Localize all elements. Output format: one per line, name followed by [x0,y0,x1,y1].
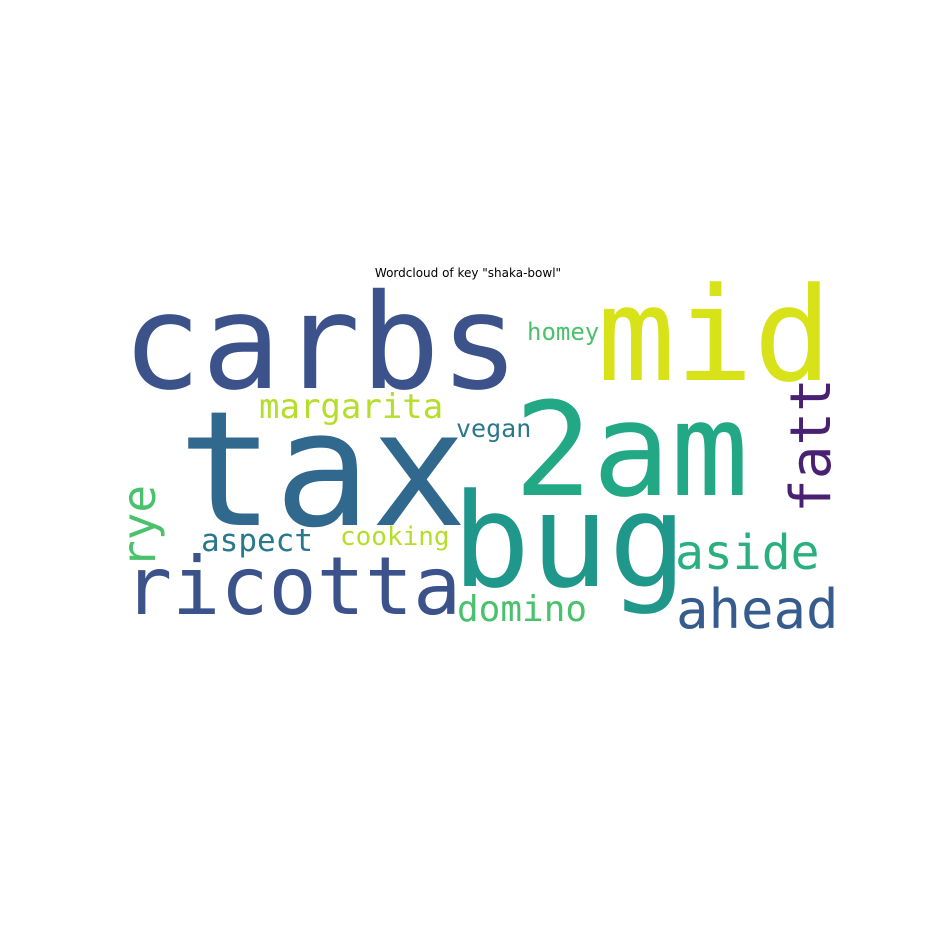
word-vegan: vegan [456,414,531,443]
word-margarita: margarita [259,387,443,427]
word-ricotta: ricotta [124,540,461,633]
word-homey: homey [527,318,599,346]
word-2am: 2am [514,374,749,526]
word-bug: bug [452,465,687,617]
word-cooking: cooking [340,522,450,552]
word-aside: aside [675,525,820,581]
word-rye: rye [112,485,166,568]
word-ahead: ahead [676,578,839,641]
chart-title: Wordcloud of key "shaka-bowl" [374,266,562,280]
word-carbs: carbs [122,266,519,420]
word-mid: mid [597,259,832,411]
word-fatt: fatt [779,378,844,513]
word-domino: domino [457,589,587,630]
word-aspect: aspect [201,523,313,559]
word-tax: tax [178,376,467,563]
